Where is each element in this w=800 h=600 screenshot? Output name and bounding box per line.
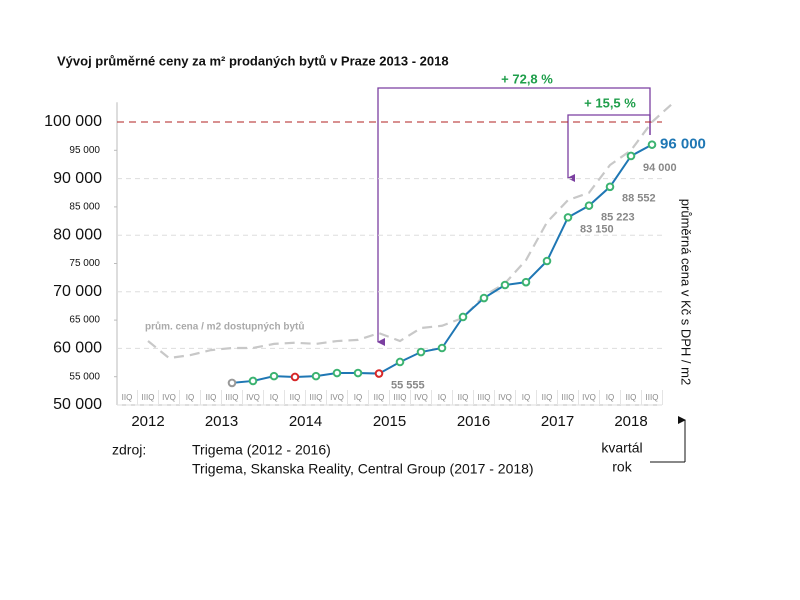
data-label: 55 555 (391, 379, 425, 391)
y-tick-label: 80 000 (53, 226, 102, 243)
data-point (458, 312, 468, 322)
x-tick-label: IVQ (582, 393, 596, 402)
data-point (248, 376, 258, 386)
y-tick-label: 55 000 (69, 371, 100, 382)
y-tick-label: 85 000 (69, 202, 100, 213)
year-label: 2016 (457, 413, 490, 430)
x-tick-label: IIQ (626, 393, 637, 402)
x-tick-label: IQ (522, 393, 530, 402)
x-tick-label: IVQ (246, 393, 260, 402)
year-label: 2012 (131, 413, 164, 430)
data-label: 85 223 (601, 212, 635, 224)
y-tick-label: 95 000 (69, 145, 100, 156)
x-tick-label: IQ (606, 393, 614, 402)
annotation: + 15,5 % (584, 95, 636, 110)
y-tick-label: 60 000 (53, 340, 102, 357)
data-point (332, 368, 342, 378)
source-line: Trigema, Skanska Reality, Central Group … (192, 461, 534, 477)
data-point (563, 213, 573, 222)
x-tick-label: IIQ (374, 393, 385, 402)
annotation-bracket (567, 114, 651, 182)
year-label: 2014 (289, 413, 322, 430)
x-tick-label: IIQ (542, 393, 553, 402)
x-tick-label: IIIQ (310, 393, 323, 402)
year-label: 2017 (541, 413, 574, 430)
y-tick-label: 50 000 (53, 396, 102, 413)
data-point (542, 256, 552, 266)
data-point (269, 371, 279, 381)
data-point (521, 277, 531, 287)
data-label: 96 000 (660, 136, 706, 153)
x-tick-label: IIIQ (646, 393, 659, 402)
x-tick-label: IQ (270, 393, 278, 402)
x-tick-label: IVQ (414, 393, 428, 402)
data-label: 94 000 (643, 162, 677, 174)
x-tick-label: IIQ (122, 393, 133, 402)
chart-title: Vývoj průměrné ceny za m² prodaných bytů… (57, 53, 449, 68)
year-label: 2013 (205, 413, 238, 430)
x-tick-label: IIQ (458, 393, 469, 402)
x-tick-label: IQ (354, 393, 362, 402)
data-point (584, 201, 594, 210)
y-tick-label: 75 000 (69, 258, 100, 269)
source-line: Trigema (2012 - 2016) (192, 442, 331, 458)
data-point (605, 182, 615, 192)
y-tick-label: 100 000 (44, 113, 102, 130)
data-point (311, 371, 321, 381)
data-label: 83 150 (580, 223, 614, 235)
y-tick-label: 90 000 (53, 170, 102, 187)
x-tick-label: IQ (186, 393, 194, 402)
year-label: 2018 (614, 413, 647, 430)
annotation: + 72,8 % (501, 71, 553, 86)
x-tick-label: IIQ (206, 393, 217, 402)
x-axis-label: rok (612, 459, 632, 475)
data-point (290, 372, 300, 382)
x-tick-label: IVQ (498, 393, 512, 402)
data-point (227, 378, 237, 388)
data-point (500, 280, 510, 290)
data-point (437, 343, 447, 353)
y-tick-label: 70 000 (53, 283, 102, 300)
x-tick-label: IIQ (290, 393, 301, 402)
data-point (647, 140, 657, 149)
series-label: prům. cena / m2 dostupných bytů (145, 321, 304, 333)
x-tick-label: IQ (438, 393, 446, 402)
data-point (479, 293, 489, 303)
y-axis-label: průměrná cena v Kč s DPH / m2 (679, 199, 694, 385)
data-point (395, 357, 405, 367)
x-tick-label: IIIQ (394, 393, 407, 402)
x-tick-label: IVQ (330, 393, 344, 402)
data-point (353, 368, 363, 378)
source-label: zdroj: (112, 442, 146, 458)
data-label: 88 552 (622, 193, 656, 205)
year-label: 2015 (373, 413, 406, 430)
x-tick-label: IIIQ (226, 393, 239, 402)
x-tick-label: IIIQ (478, 393, 491, 402)
data-point (416, 347, 426, 357)
x-tick-label: IVQ (162, 393, 176, 402)
series-line (147, 102, 674, 360)
y-tick-label: 65 000 (69, 315, 100, 326)
data-point (374, 369, 384, 378)
x-tick-label: IIIQ (562, 393, 575, 402)
x-tick-label: IIIQ (142, 393, 155, 402)
data-point (626, 151, 636, 161)
x-axis-label: kvartál (601, 440, 642, 456)
annotation-bracket (377, 87, 651, 346)
